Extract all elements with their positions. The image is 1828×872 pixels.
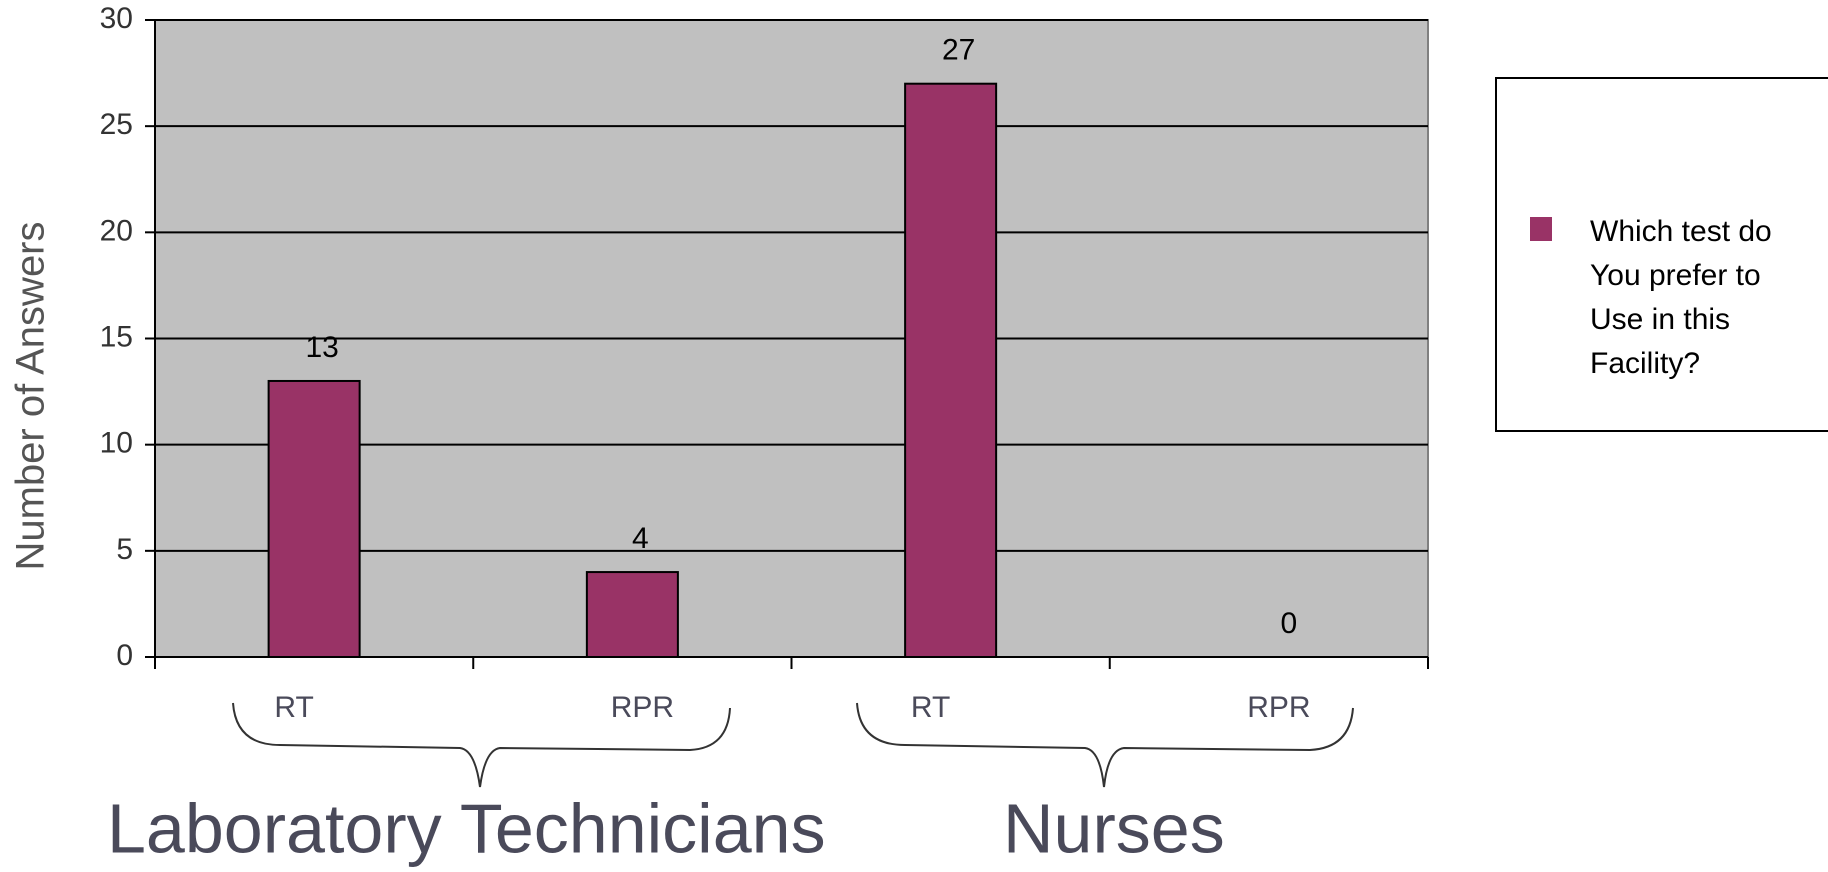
data-label: 0 xyxy=(1281,607,1298,640)
y-tick-label: 30 xyxy=(100,2,133,35)
x-tick-label: RT xyxy=(274,691,313,724)
group-brace xyxy=(856,702,1354,788)
y-tick-label: 15 xyxy=(100,320,133,353)
data-label: 4 xyxy=(632,522,649,555)
x-tick-label: RPR xyxy=(1247,691,1310,724)
y-tick-label: 5 xyxy=(116,533,133,566)
group-label: Nurses xyxy=(1003,789,1225,867)
bar xyxy=(585,571,679,658)
y-axis-label: Number of Answers xyxy=(9,221,53,570)
data-label: 13 xyxy=(305,331,338,364)
data-label: 27 xyxy=(942,34,975,67)
legend-label: Which test do You prefer to Use in this … xyxy=(1590,215,1772,380)
bar xyxy=(904,82,998,658)
y-tick-label: 10 xyxy=(100,427,133,460)
x-tick-label: RT xyxy=(911,691,950,724)
y-tick-label: 0 xyxy=(116,639,133,672)
group-label: Laboratory Technicians xyxy=(107,789,826,867)
group-brace xyxy=(232,702,731,788)
y-tick-label: 25 xyxy=(100,108,133,141)
legend-box xyxy=(1495,77,1828,432)
bar xyxy=(267,379,361,658)
y-tick-label: 20 xyxy=(100,214,133,247)
x-tick-label: RPR xyxy=(611,691,674,724)
legend-marker xyxy=(1530,217,1552,241)
